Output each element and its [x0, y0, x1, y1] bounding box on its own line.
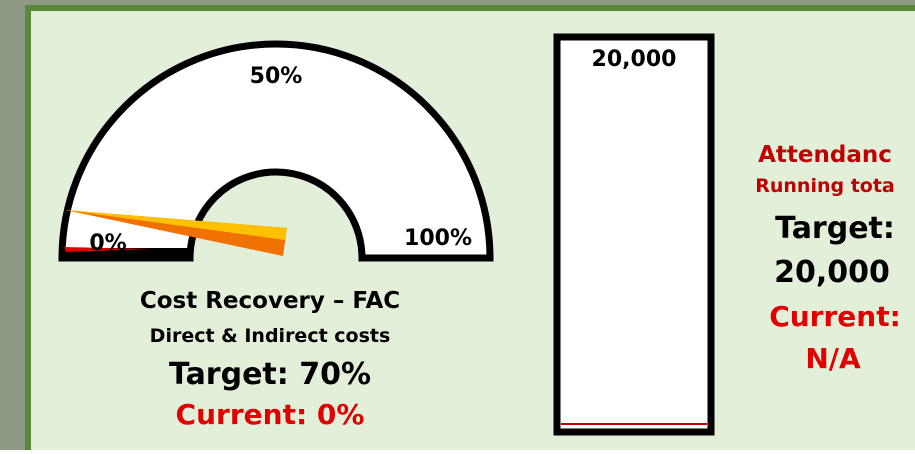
attendance-target-value: 20,000 [774, 255, 890, 290]
gauge-label: 0% [89, 231, 126, 256]
bar-top-label: 20,000 [592, 47, 677, 72]
attendance-current-label: Current: [769, 300, 901, 333]
gauge-label: 100% [404, 226, 472, 251]
gauge-needle-shadow [65, 210, 287, 256]
gauge-base-left [60, 248, 192, 258]
gauge-marker [64, 247, 150, 252]
gauge-label: 50% [250, 64, 303, 89]
gauge-subtitle: Direct & Indirect costs [150, 325, 391, 347]
attendance-target-label: Target: [775, 211, 895, 246]
gauge-title: Cost Recovery – FAC [140, 288, 400, 314]
gauge-target: Target: 70% [169, 357, 371, 392]
attendance-title: Attendanc [758, 142, 892, 168]
attendance-current-value: N/A [805, 342, 861, 375]
gauge-arc [58, 40, 494, 262]
gauge-current: Current: 0% [176, 398, 365, 431]
attendance-bar [553, 33, 715, 436]
gauge-needle [65, 210, 287, 240]
attendance-subtitle: Running tota [755, 175, 895, 197]
